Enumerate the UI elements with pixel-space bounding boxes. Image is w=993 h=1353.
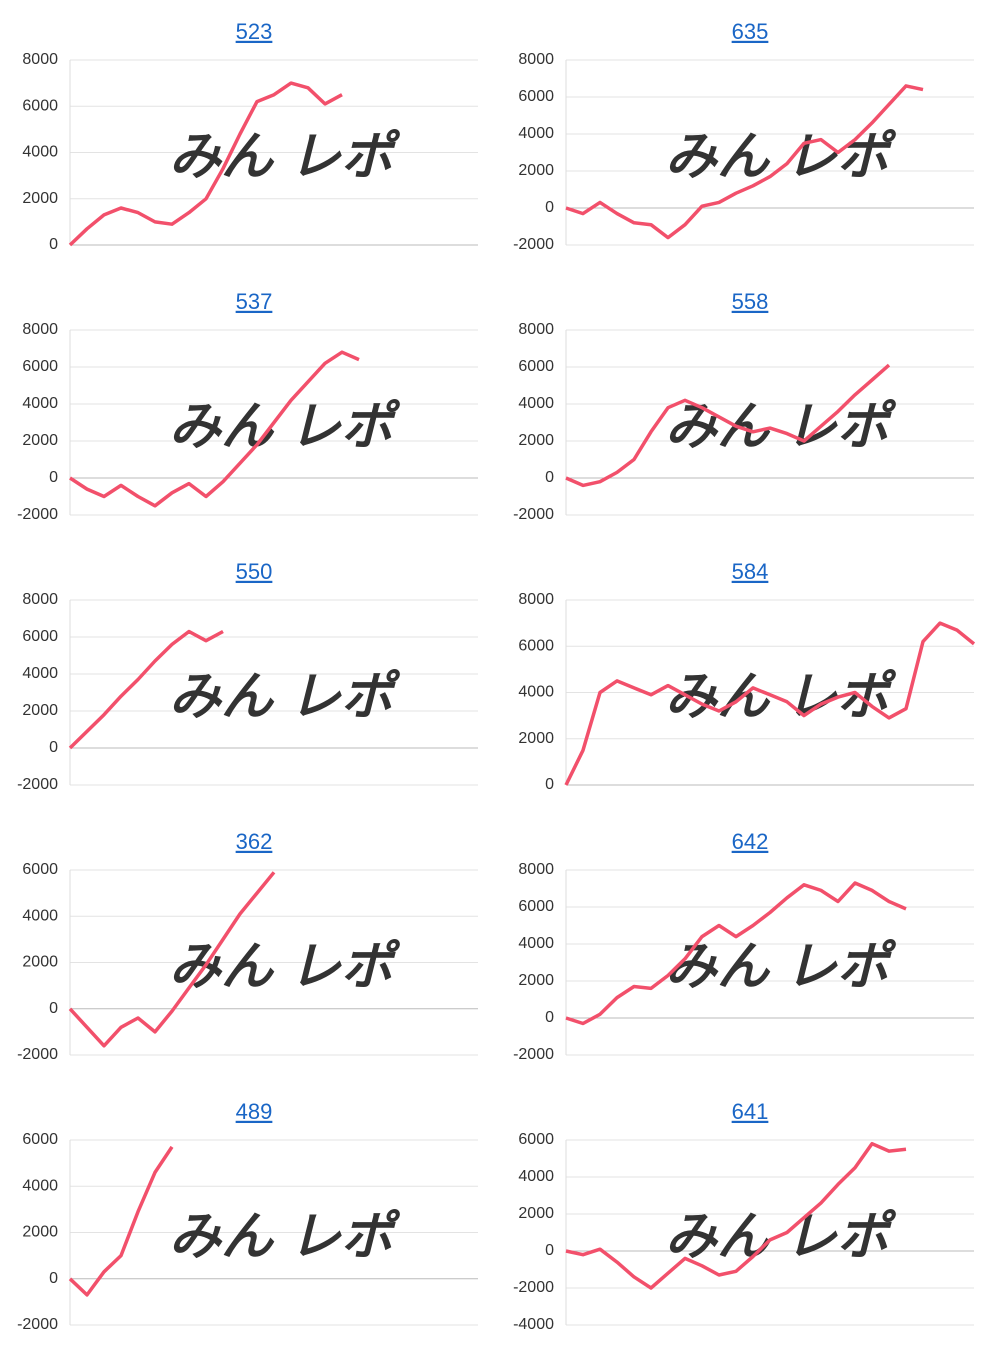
y-tick-label: 6000 (22, 358, 58, 375)
chart-title[interactable]: 584 (732, 559, 769, 584)
watermark: レポ (785, 1208, 897, 1266)
y-tick-label: 2000 (22, 432, 58, 449)
y-tick-label: 8000 (22, 321, 58, 338)
watermark: みん (665, 668, 771, 726)
y-tick-label: 6000 (518, 1131, 554, 1148)
y-tick-label: 2000 (22, 954, 58, 971)
y-tick-label: 4000 (518, 684, 554, 701)
watermark: レポ (289, 938, 401, 996)
data-line (565, 84, 924, 240)
data-line (565, 1141, 907, 1290)
y-tick-label: 6000 (22, 628, 58, 645)
y-tick-label: 2000 (22, 702, 58, 719)
data-line (564, 621, 976, 786)
y-tick-label: 0 (49, 236, 58, 253)
y-tick-label: 4000 (22, 144, 58, 161)
data-line (68, 629, 224, 750)
y-tick-label: 6000 (518, 898, 554, 915)
chart-title[interactable]: 641 (732, 1099, 769, 1124)
y-tick-label: 0 (545, 776, 554, 793)
y-tick-label: 2000 (518, 972, 554, 989)
y-tick-label: 0 (49, 1000, 58, 1017)
y-tick-label: 6000 (518, 88, 554, 105)
chart-title[interactable]: 362 (236, 829, 273, 854)
data-line (68, 1145, 174, 1297)
watermark: レポ (785, 938, 897, 996)
y-tick-label: 6000 (518, 637, 554, 654)
y-tick-label: 6000 (22, 1131, 58, 1148)
y-tick-label: 8000 (518, 51, 554, 68)
chart-title[interactable]: 550 (236, 559, 273, 584)
y-tick-label: 8000 (22, 51, 58, 68)
y-tick-label: 6000 (518, 358, 554, 375)
data-line (565, 363, 891, 488)
y-tick-label: 8000 (518, 321, 554, 338)
watermark: みん (169, 668, 275, 726)
y-tick-label: 8000 (518, 861, 554, 878)
chart-title[interactable]: 489 (236, 1099, 273, 1124)
y-tick-label: 4000 (22, 907, 58, 924)
y-tick-label: 2000 (518, 730, 554, 747)
y-tick-label: 4000 (518, 395, 554, 412)
chart-title[interactable]: 642 (732, 829, 769, 854)
watermark: レポ (289, 668, 401, 726)
data-line (68, 871, 276, 1048)
data-line (68, 81, 343, 247)
y-tick-label: -2000 (17, 1046, 58, 1063)
watermark: みん (169, 938, 275, 996)
y-tick-label: -4000 (513, 1316, 554, 1333)
y-tick-label: 8000 (518, 591, 554, 608)
chart-title[interactable]: 523 (236, 19, 273, 44)
watermark: みん (169, 1208, 275, 1266)
data-line (565, 881, 907, 1026)
y-tick-label: 4000 (22, 665, 58, 682)
chart-title[interactable]: 537 (236, 289, 273, 314)
y-tick-label: 0 (545, 199, 554, 216)
y-tick-label: 0 (49, 739, 58, 756)
y-tick-label: 0 (545, 1009, 554, 1026)
watermark: レポ (289, 128, 401, 186)
y-tick-label: 6000 (22, 861, 58, 878)
y-tick-label: 0 (49, 469, 58, 486)
y-tick-label: -2000 (17, 1316, 58, 1333)
y-tick-label: 2000 (22, 190, 58, 207)
y-tick-label: 2000 (518, 162, 554, 179)
y-tick-label: 6000 (22, 97, 58, 114)
y-tick-label: 8000 (22, 591, 58, 608)
watermark: みん (169, 398, 275, 456)
y-tick-label: -2000 (513, 236, 554, 253)
watermark: レポ (289, 1208, 401, 1266)
y-tick-label: 4000 (518, 1168, 554, 1185)
y-tick-label: 0 (49, 1270, 58, 1287)
y-tick-label: -2000 (17, 776, 58, 793)
y-tick-label: -2000 (513, 1046, 554, 1063)
y-tick-label: -2000 (17, 506, 58, 523)
y-tick-label: 4000 (518, 935, 554, 952)
y-tick-label: 2000 (518, 1205, 554, 1222)
y-tick-label: -2000 (513, 506, 554, 523)
y-tick-label: 4000 (22, 395, 58, 412)
watermark: みん (665, 1208, 771, 1266)
watermark: みん (665, 938, 771, 996)
chart-title[interactable]: 635 (732, 19, 769, 44)
watermark: みん (665, 128, 771, 186)
chart-title[interactable]: 558 (732, 289, 769, 314)
watermark: レポ (289, 398, 401, 456)
y-tick-label: 4000 (518, 125, 554, 142)
data-line (69, 350, 360, 508)
y-tick-label: 0 (545, 469, 554, 486)
y-tick-label: 4000 (22, 1177, 58, 1194)
watermark: みん (665, 398, 771, 456)
y-tick-label: -2000 (513, 1279, 554, 1296)
y-tick-label: 0 (545, 1242, 554, 1259)
y-tick-label: 2000 (22, 1224, 58, 1241)
y-tick-label: 2000 (518, 432, 554, 449)
watermark: みん (169, 128, 275, 186)
watermark: レポ (785, 128, 897, 186)
